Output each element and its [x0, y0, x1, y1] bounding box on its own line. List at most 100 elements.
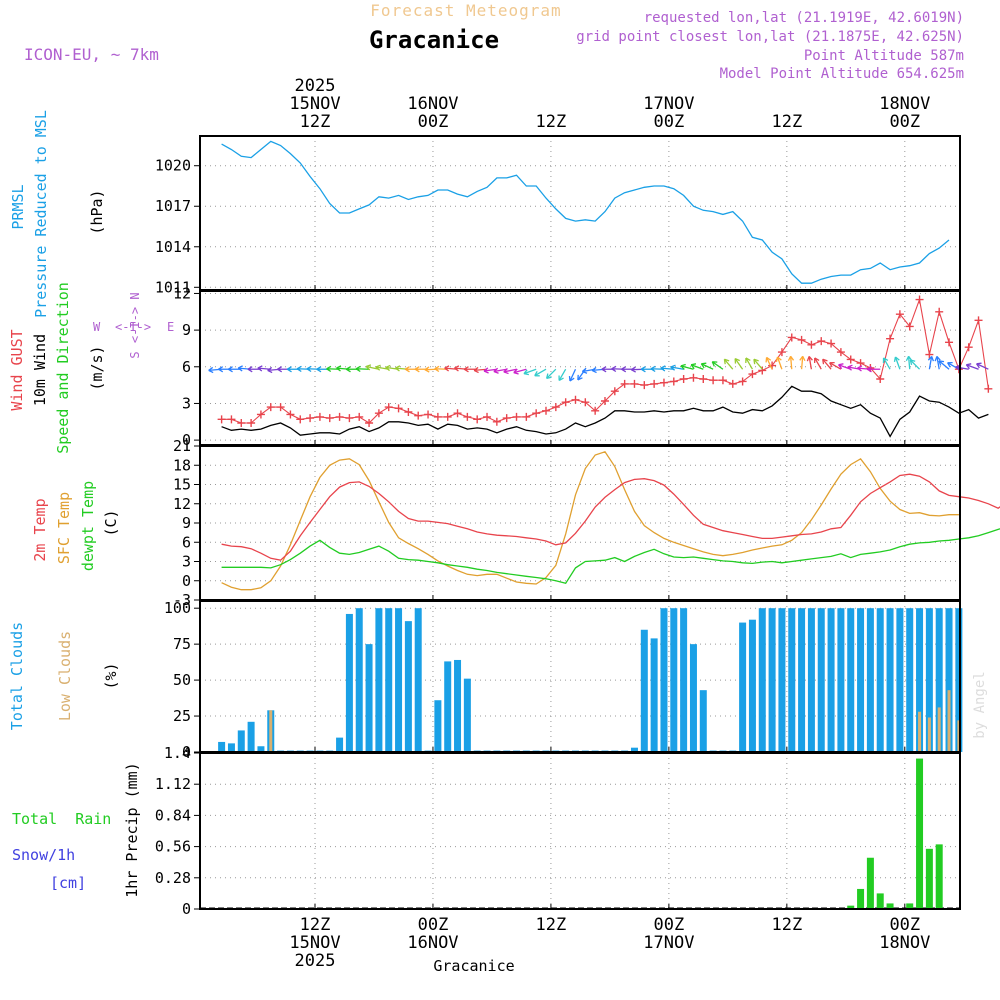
gust-marker-24 [453, 409, 462, 418]
wind-arrowhead-27 [473, 366, 479, 374]
wind-arrowhead-69 [893, 356, 900, 363]
gust-marker-19 [404, 408, 413, 416]
wind-arrowhead-6 [267, 366, 273, 374]
rain-bar-1 [857, 888, 865, 909]
top-time-label-5-1: 00Z [889, 112, 920, 132]
wind-arrowhead-46 [660, 365, 666, 372]
total-cloud-bar-64 [847, 608, 855, 752]
total-cloud-bar-48 [689, 644, 697, 752]
gust-marker-37 [581, 398, 590, 407]
total-cloud-bar-19 [404, 621, 412, 752]
gust-marker-40 [610, 387, 619, 396]
gust-marker-4 [256, 410, 265, 419]
precip-ytick-label-2: 0.56 [155, 838, 191, 856]
total-cloud-bar-59 [798, 608, 806, 752]
total-cloud-bar-55 [758, 608, 766, 752]
wind-gust-label: Wind GUST [8, 329, 26, 410]
total-cloud-bar-16 [375, 608, 383, 752]
wind-arrow-49 [690, 364, 704, 370]
gust-marker-74 [945, 338, 954, 347]
gust-marker-60 [807, 340, 816, 349]
wind-arrowhead-66 [857, 365, 863, 372]
wind-arrowhead-17 [375, 364, 381, 371]
wind-arrow-29 [493, 368, 507, 373]
wind-arrow-61 [814, 357, 822, 370]
wind-arrowhead-42 [621, 366, 627, 373]
wind-unit: (m/s) [88, 345, 106, 390]
gust-marker-34 [551, 403, 560, 412]
bottom-time-label-1-1: 16NOV [407, 933, 458, 953]
wind-arrowhead-48 [680, 363, 686, 370]
wind-arrowhead-44 [640, 366, 646, 373]
total-cloud-bar-22 [434, 700, 442, 752]
total-cloud-bar-13 [345, 613, 353, 752]
wind-arrowhead-13 [336, 365, 342, 372]
total-cloud-bar-63 [837, 608, 845, 752]
precip-ytick-label-0: 0 [182, 900, 191, 918]
wind-arrow-58 [789, 356, 793, 370]
rain-bar-3 [876, 893, 884, 909]
total-cloud-bar-14 [355, 608, 363, 752]
location-title: Gracanice [369, 26, 499, 54]
wind-arrow-55 [753, 358, 763, 370]
gust-marker-41 [620, 379, 629, 388]
precip-panel: 0 0.28 0.56 0.84 1.12 1.4 [155, 744, 961, 918]
temperature-ytick-label-0: -3 [173, 591, 191, 609]
bottom-time-label-5-0: 00Z [889, 915, 920, 935]
requested-coords: requested lon,lat (21.1919E, 42.6019N) [644, 10, 964, 26]
wind-arrowhead-59 [799, 355, 806, 362]
wind-arrow-30 [503, 368, 517, 373]
wind-arrowhead-75 [947, 361, 953, 368]
wind-arrow-73 [936, 356, 940, 370]
total-cloud-bar-20 [414, 608, 422, 752]
clouds-ytick-label-4: 100 [164, 599, 191, 617]
wind-arrowhead-18 [385, 364, 391, 372]
total-cloud-bar-69 [896, 608, 904, 752]
total-cloud-bar-70 [906, 608, 914, 752]
gust-marker-18 [394, 404, 403, 413]
clouds-ytick-label-1: 25 [173, 707, 191, 725]
gust-marker-44 [650, 379, 659, 388]
gust-marker-58 [787, 333, 796, 342]
precip-frame [199, 752, 961, 910]
wind-arrowhead-54 [745, 357, 751, 363]
wind-arrowhead-53 [734, 357, 740, 364]
top-time-label-3-1: 00Z [654, 112, 685, 132]
wind-arrowhead-24 [444, 365, 450, 372]
gust-marker-11 [325, 414, 334, 423]
total-cloud-bar-65 [857, 608, 865, 752]
wind-arrow-53 [734, 358, 744, 370]
gust-marker-30 [512, 412, 521, 421]
clouds-panel: 0 25 50 75 100 [164, 599, 963, 761]
bottom-time-label-2-0: 12Z [536, 915, 567, 935]
grid-point-coords: grid point closest lon,lat (21.1875E, 42… [576, 29, 964, 45]
rain-legend: Total Rain [12, 810, 111, 828]
gust-marker-55 [758, 366, 767, 375]
temp-2m-line [221, 473, 1000, 561]
total-cloud-bar-60 [807, 608, 815, 752]
wind-arrow-33 [534, 368, 547, 377]
temperature-ytick-label-4: 9 [182, 514, 191, 532]
gust-marker-78 [984, 384, 993, 393]
gust-marker-67 [876, 375, 885, 383]
wind-arrowhead-11 [316, 366, 322, 373]
gust-marker-46 [669, 377, 678, 386]
clouds-frame [199, 600, 961, 753]
rain-bar-2 [866, 857, 874, 909]
wind-arrowhead-63 [829, 361, 835, 368]
gust-marker-16 [374, 409, 383, 418]
rain-bar-5 [906, 903, 914, 909]
wind-arrowhead-39 [591, 366, 597, 374]
pressure-label-msl: Pressure Reduced to MSL [32, 110, 50, 318]
low-cloud-bar-75 [957, 720, 961, 752]
snow-legend: Snow/1h [12, 846, 75, 864]
total-cloud-bar-44 [650, 638, 658, 752]
wind-arrowhead-72 [927, 355, 935, 362]
pressure-panel: 1011 1014 1017 1020 [155, 135, 961, 296]
wind-arrow-69 [894, 356, 901, 370]
wind-arrowhead-14 [345, 366, 351, 373]
wind-arrow-32 [523, 368, 537, 375]
gust-marker-54 [748, 370, 757, 379]
